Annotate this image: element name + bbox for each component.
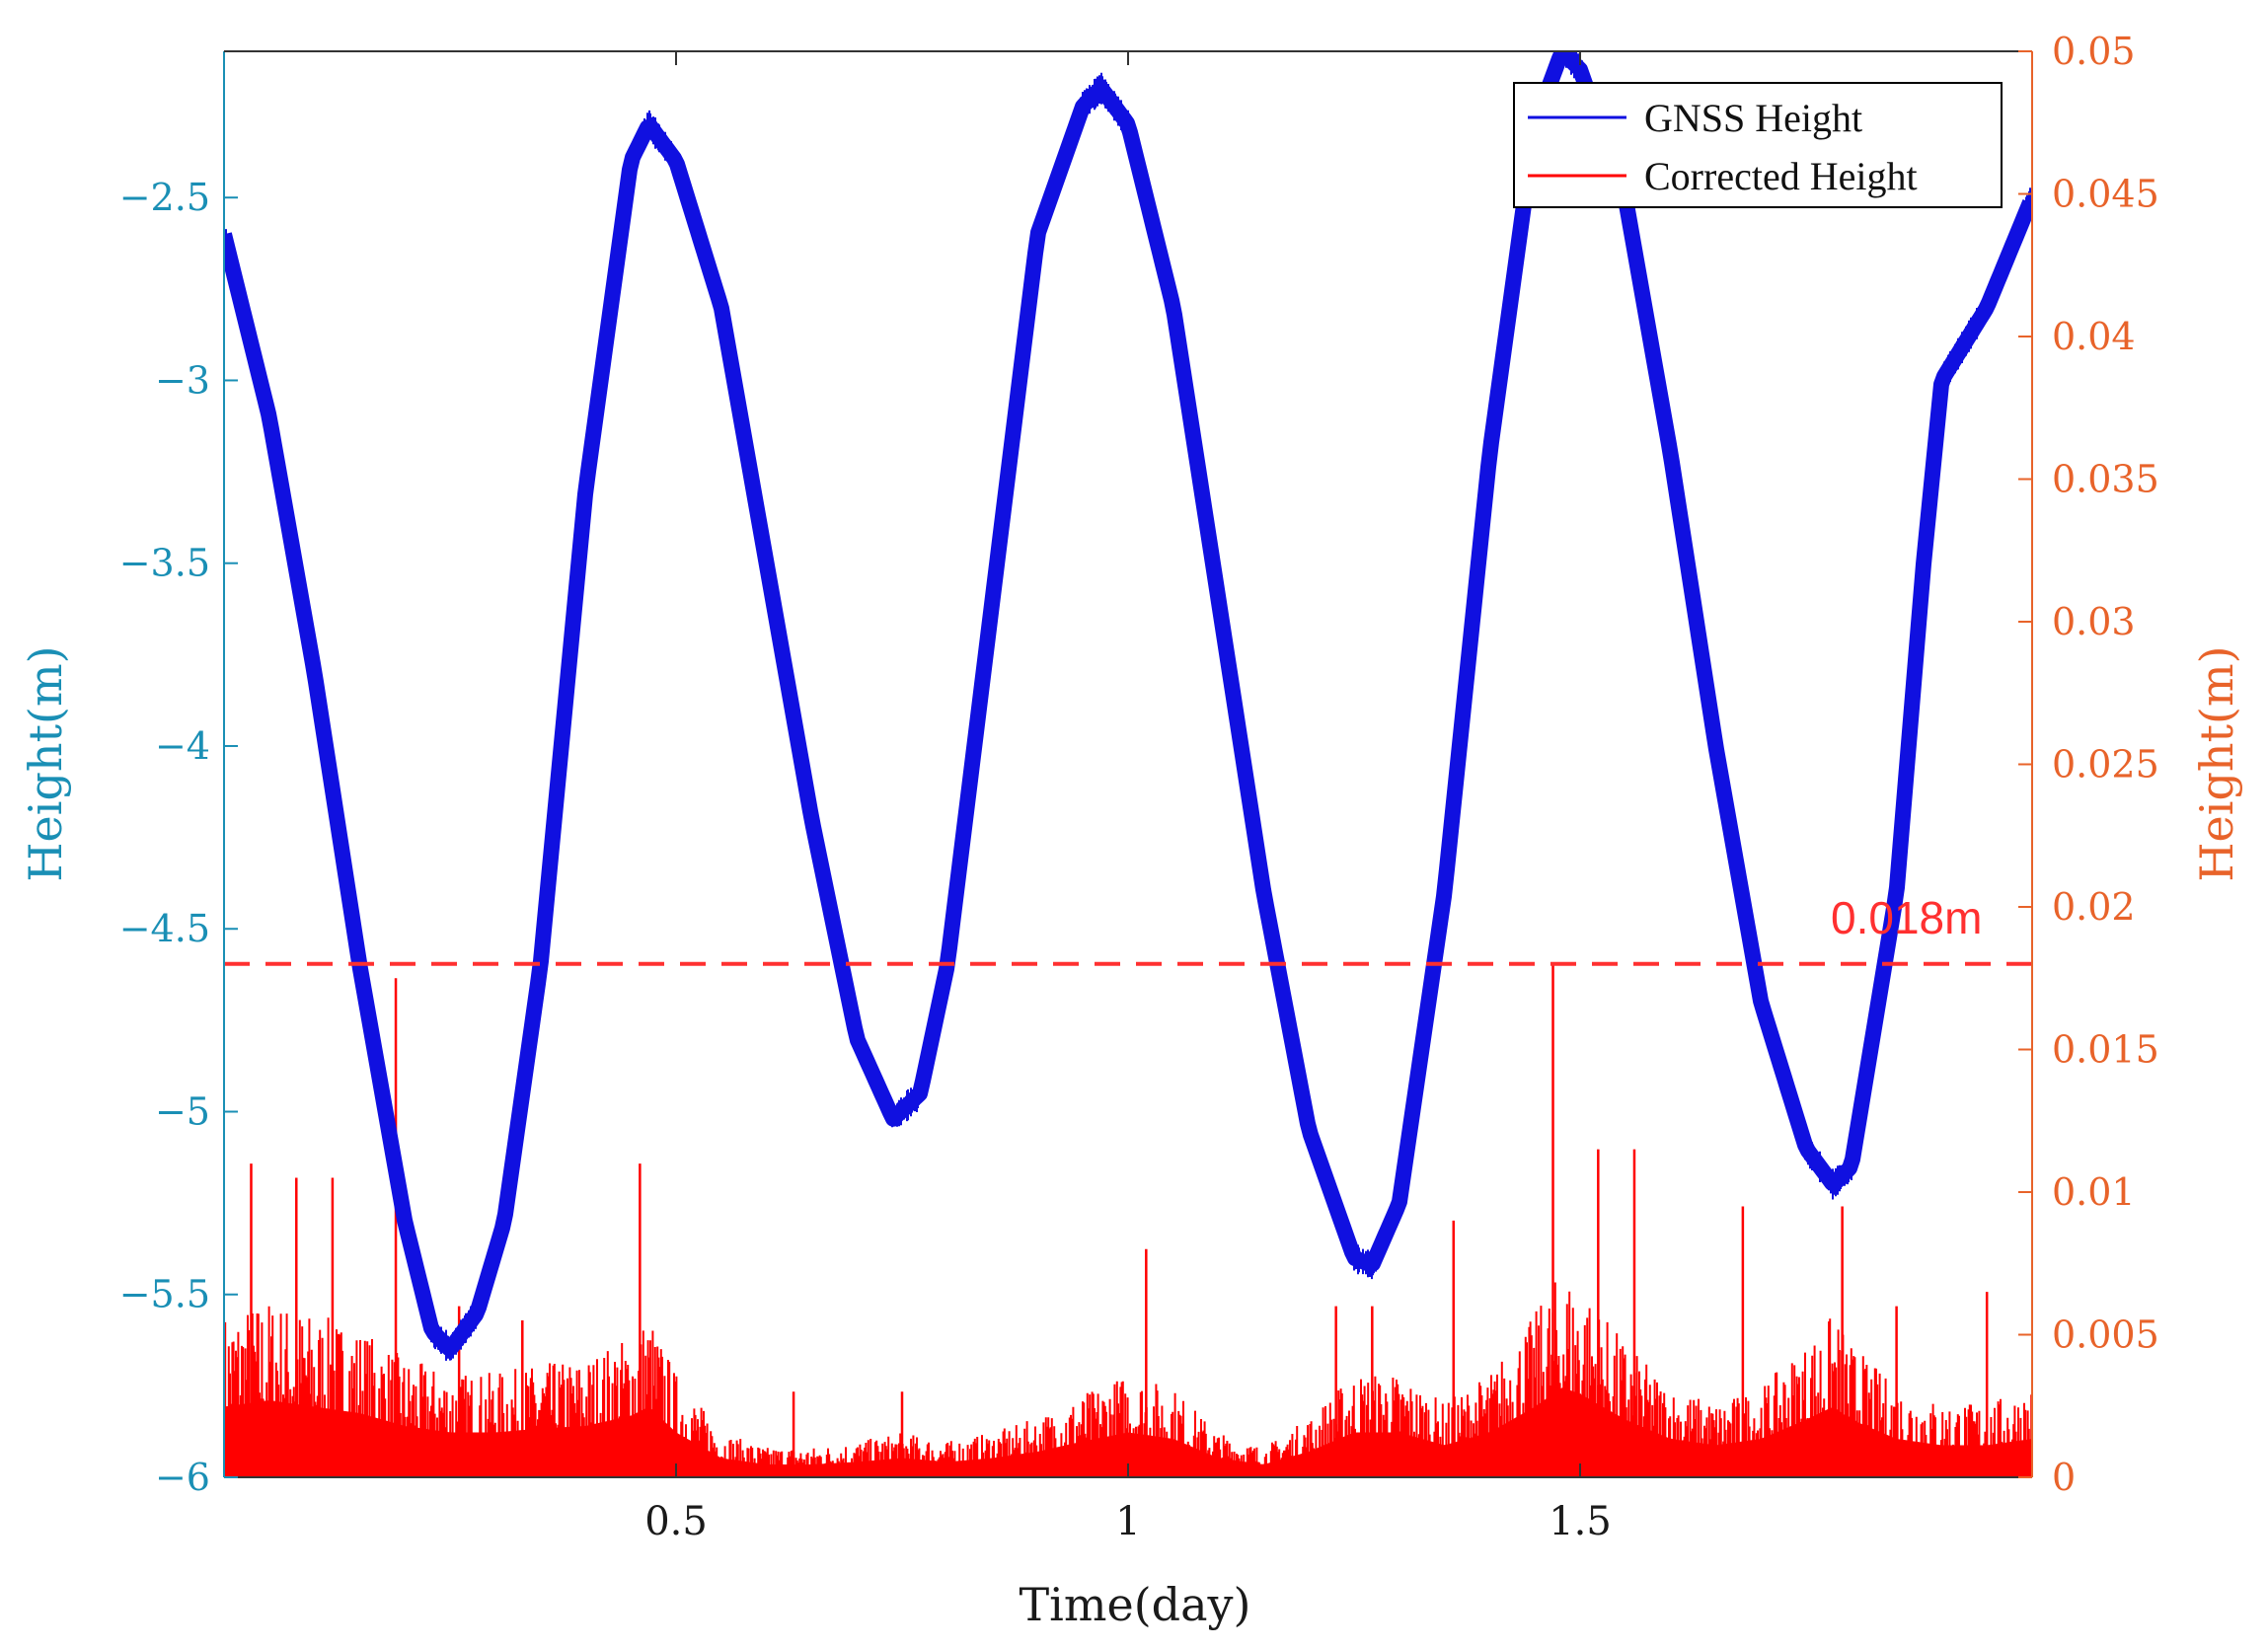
left-axis-ticks: −2.5 −3 −3.5 −4 −4.5 −5 −5.5 −6	[119, 176, 238, 1499]
right-tick-label: 0.005	[2052, 1313, 2159, 1357]
left-tick-label: −5.5	[119, 1273, 210, 1316]
right-tick-label: 0.045	[2052, 173, 2159, 216]
left-tick-label: −3	[155, 358, 210, 402]
legend-label-gnss: GNSS Height	[1644, 96, 1862, 140]
left-tick-label: −4	[155, 724, 210, 768]
legend: GNSS Height Corrected Height	[1513, 82, 2003, 208]
x-tick-label: 1.5	[1549, 1499, 1612, 1544]
right-axis-label: Height(m)	[2190, 645, 2243, 881]
plot-area	[224, 51, 2032, 1477]
right-tick-label: 0.015	[2052, 1028, 2159, 1072]
gnss-height-layer	[224, 51, 2032, 1361]
left-tick-label: −6	[155, 1456, 210, 1499]
legend-label-corrected: Corrected Height	[1644, 154, 1918, 198]
left-axis-label: Height(m)	[19, 645, 72, 881]
right-tick-label: 0.03	[2052, 600, 2136, 643]
gnss-height-core	[224, 51, 2032, 1357]
left-tick-label: −3.5	[119, 542, 210, 585]
right-tick-label: 0.02	[2052, 885, 2136, 929]
left-tick-label: −2.5	[119, 176, 210, 219]
x-axis-label: Time(day)	[1020, 1578, 1251, 1631]
threshold-label: 0.018m	[1831, 892, 1982, 943]
legend-box	[1513, 82, 2003, 208]
right-tick-label: 0	[2052, 1456, 2076, 1499]
x-axis-ticks: 0.5 1 1.5	[644, 51, 1612, 1544]
right-tick-label: 0.01	[2052, 1170, 2136, 1214]
x-tick-label: 1	[1115, 1499, 1140, 1544]
left-tick-label: −5	[155, 1089, 210, 1133]
right-tick-label: 0.025	[2052, 743, 2159, 787]
right-tick-label: 0.035	[2052, 458, 2159, 501]
right-tick-label: 0.04	[2052, 315, 2136, 358]
x-tick-label: 0.5	[644, 1499, 708, 1544]
left-tick-label: −4.5	[119, 907, 210, 950]
right-axis-ticks: 0 0.005 0.01 0.015 0.02 0.025 0.03 0.035 0.04 0.0…	[2018, 30, 2159, 1499]
corrected-height-layer	[224, 963, 2032, 1477]
right-tick-label: 0.05	[2052, 30, 2136, 73]
corrected-height-band	[224, 1387, 2032, 1477]
